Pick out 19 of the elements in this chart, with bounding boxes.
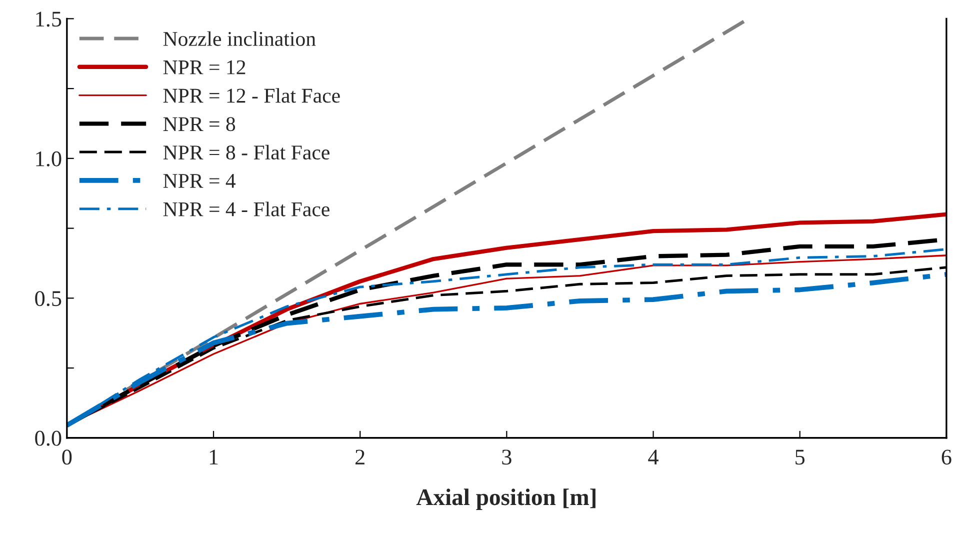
legend-label: NPR = 8 bbox=[163, 117, 236, 132]
legend-label: NPR = 12 bbox=[163, 60, 246, 74]
x-tick-label: 3 bbox=[502, 450, 512, 465]
y-tick-label: 0.0 bbox=[35, 430, 62, 446]
x-tick-label: 6 bbox=[942, 450, 952, 465]
x-axis-title: Axial position [m] bbox=[416, 488, 596, 510]
y-tick-label: 1.5 bbox=[36, 12, 62, 27]
y-tick-label: 0.5 bbox=[35, 291, 62, 306]
legend-label: NPR = 12 - Flat Face bbox=[163, 88, 340, 103]
x-tick-label: 2 bbox=[356, 450, 364, 464]
x-tick-label: 1 bbox=[210, 450, 218, 464]
y-tick-label: 1.0 bbox=[36, 151, 62, 166]
legend-label: NPR = 4 - Flat Face bbox=[163, 202, 330, 216]
x-tick-label: 4 bbox=[648, 450, 658, 464]
x-tick-label: 0 bbox=[62, 450, 72, 465]
legend-label: NPR = 8 - Flat Face bbox=[163, 144, 330, 160]
legend-label: Nozzle inclination bbox=[163, 31, 316, 46]
legend-label: NPR = 4 bbox=[163, 174, 236, 188]
x-tick-label: 5 bbox=[796, 450, 805, 465]
